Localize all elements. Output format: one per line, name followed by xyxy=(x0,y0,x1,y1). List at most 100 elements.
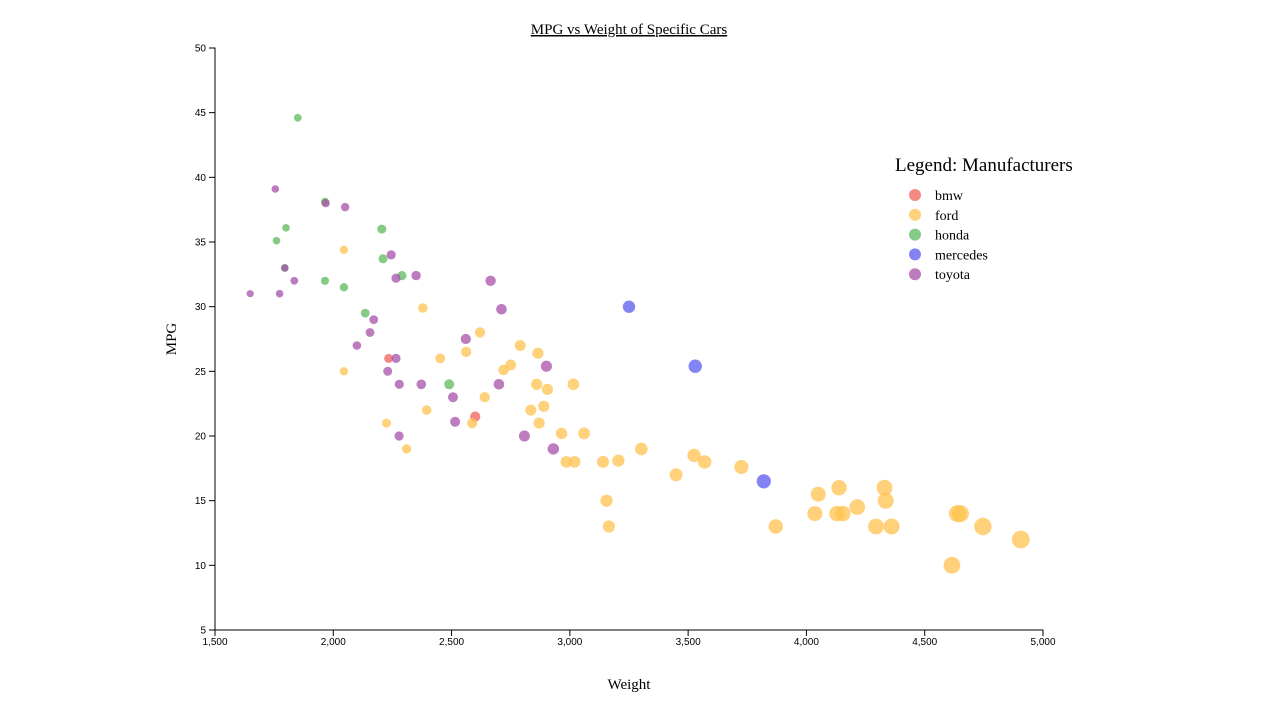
data-point-ford xyxy=(339,367,349,376)
legend-label-ford: ford xyxy=(935,209,958,224)
y-axis-label: MPG xyxy=(164,323,180,356)
legend-swatch-toyota xyxy=(909,268,921,281)
x-tick-label: 4,000 xyxy=(794,637,819,648)
data-point-honda xyxy=(360,308,370,318)
data-point-ford xyxy=(943,556,961,574)
data-point-ford xyxy=(835,505,851,522)
data-point-ford xyxy=(768,519,783,534)
data-point-honda xyxy=(339,283,349,292)
data-point-ford xyxy=(514,340,526,351)
data-point-ford xyxy=(568,456,581,468)
data-point-ford xyxy=(687,448,701,463)
data-point-toyota xyxy=(450,416,461,427)
data-point-toyota xyxy=(321,199,330,208)
points-layer xyxy=(246,113,1030,574)
data-point-ford xyxy=(868,518,884,535)
data-point-ford xyxy=(538,400,550,412)
data-point-toyota xyxy=(340,202,350,212)
data-point-ford xyxy=(602,520,616,533)
data-point-ford xyxy=(560,456,573,468)
data-point-toyota xyxy=(386,250,396,260)
data-point-ford xyxy=(532,347,544,359)
data-point-toyota xyxy=(485,275,496,286)
data-point-bmw xyxy=(384,353,394,363)
data-point-toyota xyxy=(448,392,458,403)
data-point-ford xyxy=(382,418,391,428)
data-point-ford xyxy=(807,506,823,522)
y-tick-label: 45 xyxy=(195,108,207,119)
data-point-toyota xyxy=(547,443,559,455)
data-point-toyota xyxy=(540,360,553,372)
legend-swatch-ford xyxy=(909,208,921,221)
legend-label-bmw: bmw xyxy=(935,189,964,204)
data-point-toyota xyxy=(383,366,393,376)
data-point-ford xyxy=(555,427,568,440)
data-point-ford xyxy=(698,455,712,469)
legend-swatch-honda xyxy=(909,228,921,241)
legend-label-honda: honda xyxy=(935,229,970,244)
data-point-ford xyxy=(734,460,749,474)
data-point-ford xyxy=(505,359,517,371)
data-point-ford xyxy=(474,327,486,338)
data-point-toyota xyxy=(369,315,379,324)
data-point-toyota xyxy=(391,353,401,363)
data-point-honda xyxy=(293,113,302,122)
x-tick-label: 2,500 xyxy=(439,637,464,648)
legend-swatch-mercedes xyxy=(909,248,921,261)
data-point-toyota xyxy=(352,341,362,350)
data-point-ford xyxy=(810,486,826,502)
x-tick-label: 1,500 xyxy=(202,637,227,648)
data-point-mercedes xyxy=(622,300,636,313)
legend-label-toyota: toyota xyxy=(935,268,971,283)
data-point-honda xyxy=(272,236,281,245)
data-point-ford xyxy=(1011,530,1030,549)
data-point-ford xyxy=(531,378,543,390)
y-tick-label: 50 xyxy=(195,44,207,55)
x-tick-label: 3,500 xyxy=(676,637,701,648)
data-point-toyota xyxy=(290,276,299,285)
data-point-ford xyxy=(467,418,478,429)
x-tick-label: 2,000 xyxy=(321,637,346,648)
x-tick-label: 5,000 xyxy=(1030,637,1055,648)
x-axis-line xyxy=(214,629,1044,636)
data-point-toyota xyxy=(271,185,280,193)
y-tick-label: 40 xyxy=(195,173,207,184)
x-tick-label: 4,500 xyxy=(912,637,937,648)
y-tick-label: 25 xyxy=(195,367,207,378)
data-point-ford xyxy=(525,404,537,416)
y-tick-label: 35 xyxy=(195,238,207,249)
data-point-ford xyxy=(883,518,900,535)
data-point-ford xyxy=(578,427,590,440)
x-axis-label: Weight xyxy=(608,677,652,693)
data-point-ford xyxy=(597,455,609,468)
data-point-toyota xyxy=(416,379,427,390)
data-point-ford xyxy=(339,245,349,254)
y-axis-line xyxy=(209,47,216,631)
x-tick-label: 3,000 xyxy=(557,637,582,648)
data-point-toyota xyxy=(391,273,401,283)
data-point-ford xyxy=(600,494,613,507)
y-tick-label: 20 xyxy=(195,432,207,443)
y-tick-label: 30 xyxy=(195,302,207,313)
legend-title: Legend: Manufacturers xyxy=(895,155,1073,176)
data-point-ford xyxy=(951,505,969,523)
legend-items: bmw ford honda mercedes toyota xyxy=(909,189,988,283)
data-point-toyota xyxy=(365,328,375,337)
data-point-ford xyxy=(541,383,554,395)
data-point-honda xyxy=(444,379,455,390)
data-point-toyota xyxy=(496,304,507,315)
legend-label-mercedes: mercedes xyxy=(935,248,988,263)
data-point-honda xyxy=(378,254,388,264)
data-point-toyota xyxy=(275,289,284,298)
data-point-honda xyxy=(320,276,330,285)
y-tick-label: 10 xyxy=(195,561,207,572)
data-point-toyota xyxy=(411,270,421,281)
data-point-ford xyxy=(831,480,847,496)
y-tick-label: 15 xyxy=(195,496,207,507)
data-point-ford xyxy=(877,492,894,509)
data-point-ford xyxy=(635,442,648,456)
data-point-honda xyxy=(377,224,387,234)
data-point-toyota xyxy=(518,430,530,442)
data-point-toyota xyxy=(394,431,404,441)
